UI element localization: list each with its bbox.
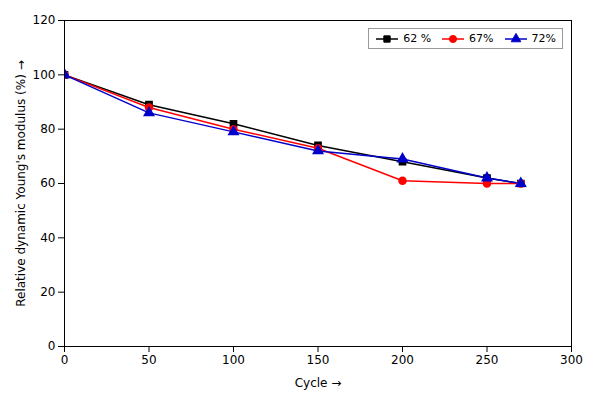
svg-text:150: 150 <box>307 353 330 367</box>
svg-text:20: 20 <box>40 285 55 299</box>
svg-text:50: 50 <box>141 353 156 367</box>
svg-text:100: 100 <box>222 353 245 367</box>
svg-text:0: 0 <box>61 353 69 367</box>
html-text:62 %: 62 % <box>403 32 432 45</box>
html-text:67%: 67% <box>469 32 494 45</box>
svg-text:40: 40 <box>40 231 55 245</box>
svg-text:60: 60 <box>40 176 55 190</box>
svg-text:80: 80 <box>40 122 55 136</box>
svg-text:Cycle →: Cycle → <box>295 376 342 390</box>
svg-text:250: 250 <box>476 353 499 367</box>
svg-text:120: 120 <box>33 13 56 27</box>
html-text:72%: 72% <box>531 32 556 45</box>
svg-text:200: 200 <box>391 353 414 367</box>
svg-text:300: 300 <box>560 353 583 367</box>
svg-text:Relative dynamic Young's modul: Relative dynamic Young's modulus (%) → <box>14 60 28 307</box>
svg-text:100: 100 <box>33 68 56 82</box>
svg-text:0: 0 <box>48 339 56 353</box>
